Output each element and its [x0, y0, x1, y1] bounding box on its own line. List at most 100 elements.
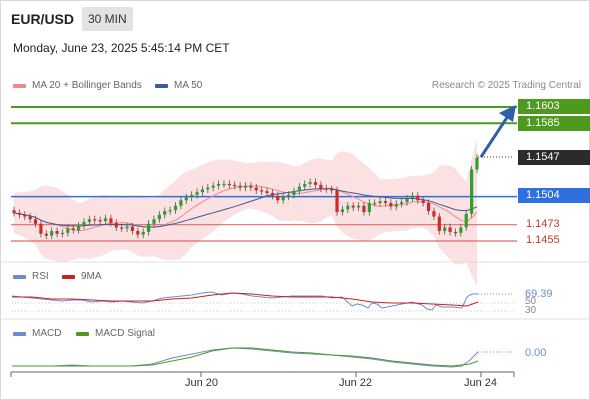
candle-body: [109, 218, 113, 223]
candle: [448, 223, 452, 236]
candle: [459, 223, 463, 237]
candle: [163, 207, 167, 219]
candle: [453, 228, 458, 237]
candle-body: [93, 219, 97, 221]
candle-body: [410, 195, 414, 199]
level-tag-r1: 1.1585: [518, 116, 590, 131]
candle: [297, 183, 301, 195]
candle-body: [464, 213, 468, 228]
candle: [173, 202, 178, 214]
timeframe-badge[interactable]: 30 MIN: [82, 7, 133, 31]
candle: [168, 206, 172, 215]
candle-body: [367, 202, 371, 213]
candle-body: [373, 202, 377, 205]
level-tag-r2: 1.1603: [518, 99, 590, 114]
candle: [77, 221, 81, 234]
candle-body: [265, 191, 269, 194]
candle-body: [470, 169, 474, 214]
legend-ma50: MA 50: [155, 80, 202, 91]
rsi-swatch: [13, 274, 26, 279]
candle-body: [136, 231, 140, 235]
candle: [351, 202, 355, 212]
macd-swatch: [13, 331, 26, 336]
candle-body: [71, 228, 75, 231]
macd-value: 0.00: [525, 347, 547, 359]
candle-body: [50, 231, 54, 236]
candle: [383, 197, 388, 207]
legend-macd-signal-label: MACD Signal: [95, 328, 156, 339]
candle: [152, 215, 156, 228]
candle: [195, 188, 199, 199]
candle: [141, 228, 145, 239]
rsi-level-50: 50: [525, 296, 537, 307]
timestamp: Monday, June 23, 2025 5:45:14 PM CET: [13, 41, 230, 55]
candle: [184, 193, 188, 204]
x-axis: [10, 371, 515, 377]
candle: [464, 210, 468, 232]
candle-body: [146, 223, 151, 232]
candle-body: [421, 200, 425, 203]
candle-body: [141, 231, 145, 235]
legend-rsi-9ma: 9MA: [62, 271, 102, 282]
x-tick-jun22: Jun 22: [339, 377, 373, 389]
candle: [179, 196, 183, 210]
candle: [211, 182, 215, 192]
candle: [356, 202, 361, 212]
candle-body: [222, 183, 226, 186]
candle: [303, 180, 307, 191]
candle: [39, 220, 43, 238]
level-tag-s2: 1.1455: [526, 234, 560, 246]
rsi-value: 69.39: [525, 288, 553, 300]
candle-body: [33, 219, 38, 224]
candle-body: [378, 201, 382, 203]
candle: [410, 192, 414, 203]
candle-body: [400, 202, 404, 204]
candle-body: [330, 189, 334, 191]
candle: [313, 178, 318, 189]
candle-body: [66, 228, 70, 233]
candle: [23, 211, 27, 221]
candle: [286, 191, 291, 201]
candle-body: [87, 219, 91, 222]
candle: [130, 222, 135, 235]
candle-body: [405, 198, 409, 203]
legend-macd: MACD: [13, 328, 61, 339]
candle-body: [308, 182, 312, 184]
credit: Research © 2025 Trading Central: [431, 80, 581, 91]
candle: [394, 200, 398, 211]
candle-body: [448, 227, 452, 232]
x-tick-jun24: Jun 24: [464, 377, 498, 389]
legend-ma20-label: MA 20 + Bollinger Bands: [32, 80, 142, 91]
candle-body: [82, 221, 86, 226]
candle: [270, 189, 275, 200]
candle: [28, 212, 32, 223]
level-tag-s1: 1.1473: [526, 218, 560, 230]
candle-body: [281, 196, 285, 201]
candle: [120, 223, 124, 232]
candle-body: [98, 220, 102, 222]
candle-body: [351, 205, 355, 208]
candle: [254, 183, 258, 194]
candle: [98, 216, 102, 225]
candle: [292, 187, 296, 199]
candle: [416, 192, 420, 204]
candle: [222, 180, 226, 188]
candle-body: [319, 184, 323, 189]
candle: [330, 185, 334, 194]
macd-line: [12, 347, 479, 368]
candle: [238, 182, 242, 192]
candle-body: [173, 205, 178, 211]
candle: [82, 218, 86, 230]
level-tag-current: 1.1547: [518, 150, 590, 165]
candle-body: [60, 232, 65, 235]
candle: [55, 227, 59, 238]
candle-body: [23, 214, 27, 217]
x-tick-jun20: Jun 20: [185, 377, 219, 389]
candle-body: [286, 194, 291, 197]
candle: [346, 202, 350, 213]
candle-body: [39, 223, 43, 234]
candle-body: [254, 187, 258, 191]
candle-body: [44, 233, 48, 236]
candle: [319, 181, 323, 193]
